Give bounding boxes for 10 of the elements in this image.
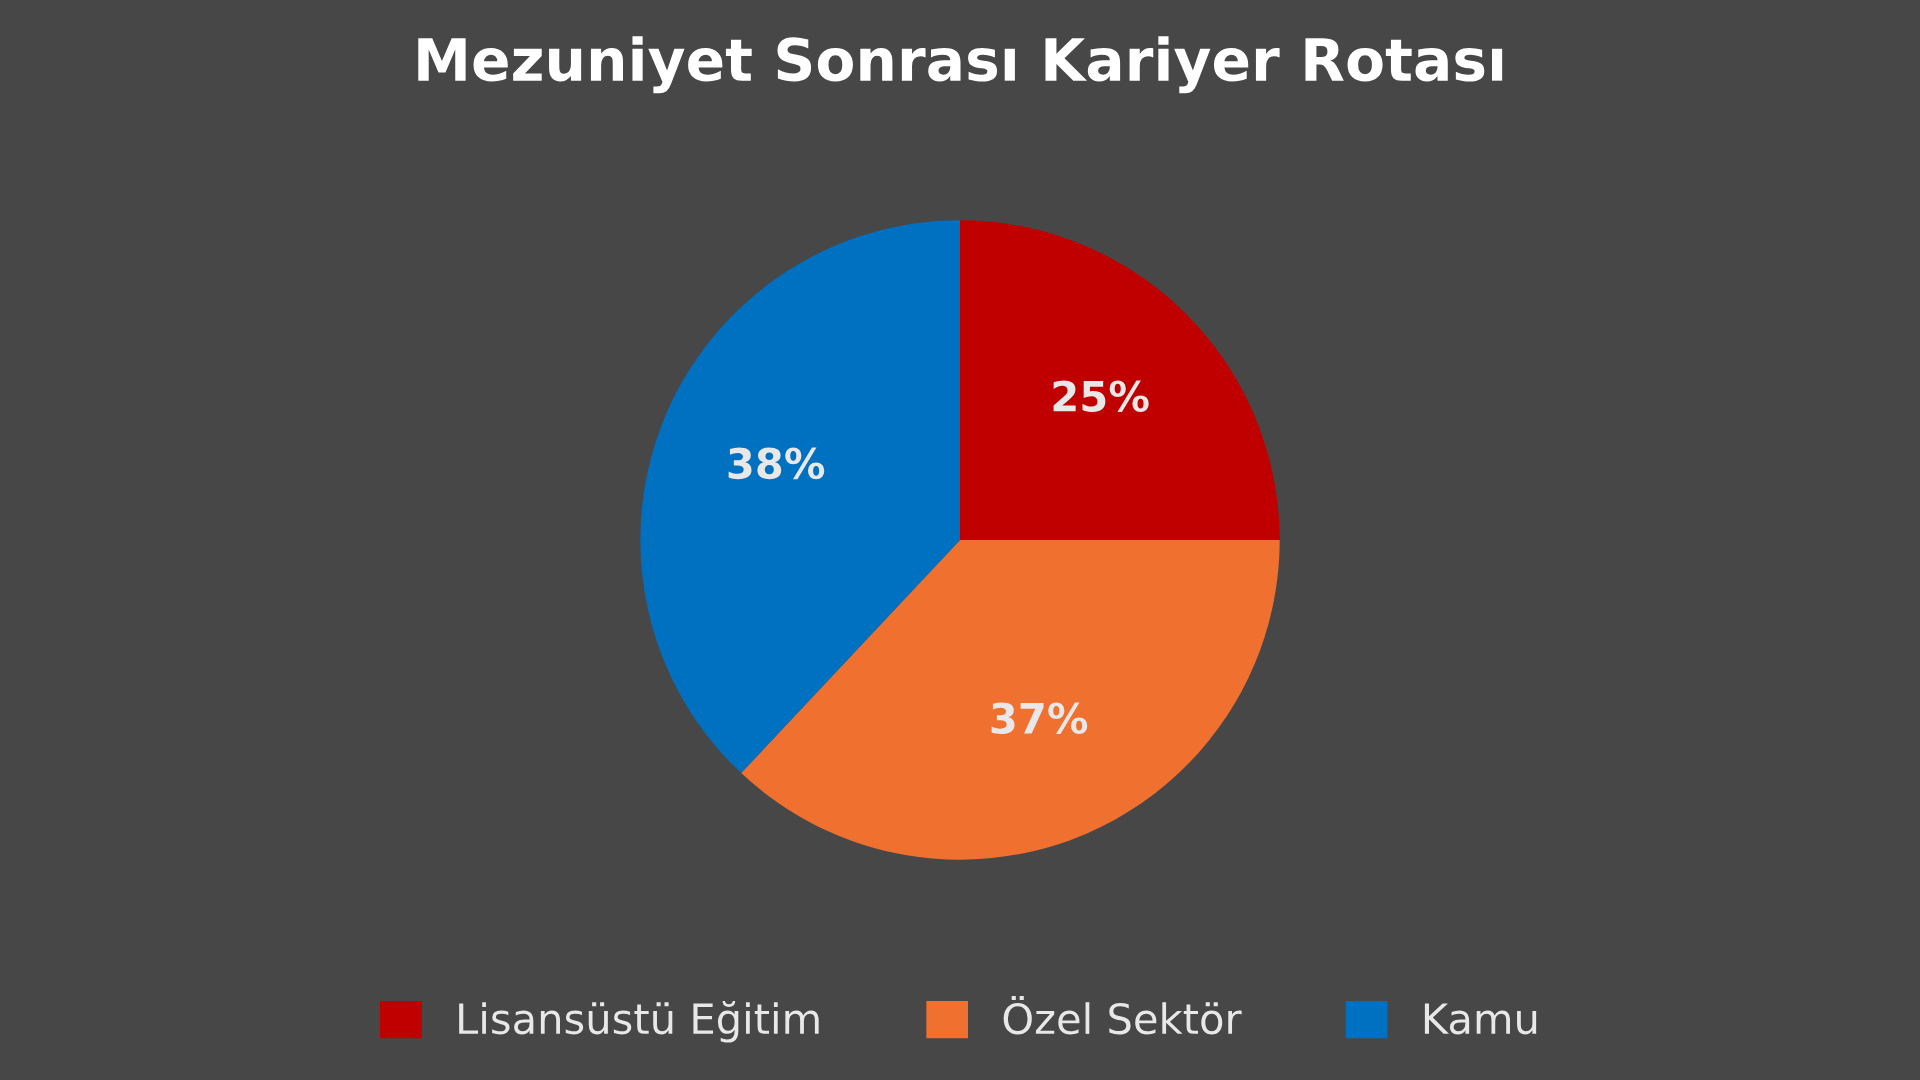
pie-slice [640, 220, 960, 774]
data-label: 38% [728, 447, 825, 480]
legend-label: Özel Sektör [1003, 995, 1242, 1035]
legend-label: Lisansüstü Eğitim [459, 1001, 819, 1043]
chart-title: Mezuniyet Sonrası Kariyer Rotası [418, 36, 1503, 94]
legend-label: Kamu [1424, 1003, 1537, 1035]
data-label: 37% [991, 702, 1088, 734]
pie-slice [741, 540, 1280, 860]
pie-slice [960, 220, 1280, 540]
data-label: 25% [1053, 380, 1149, 412]
